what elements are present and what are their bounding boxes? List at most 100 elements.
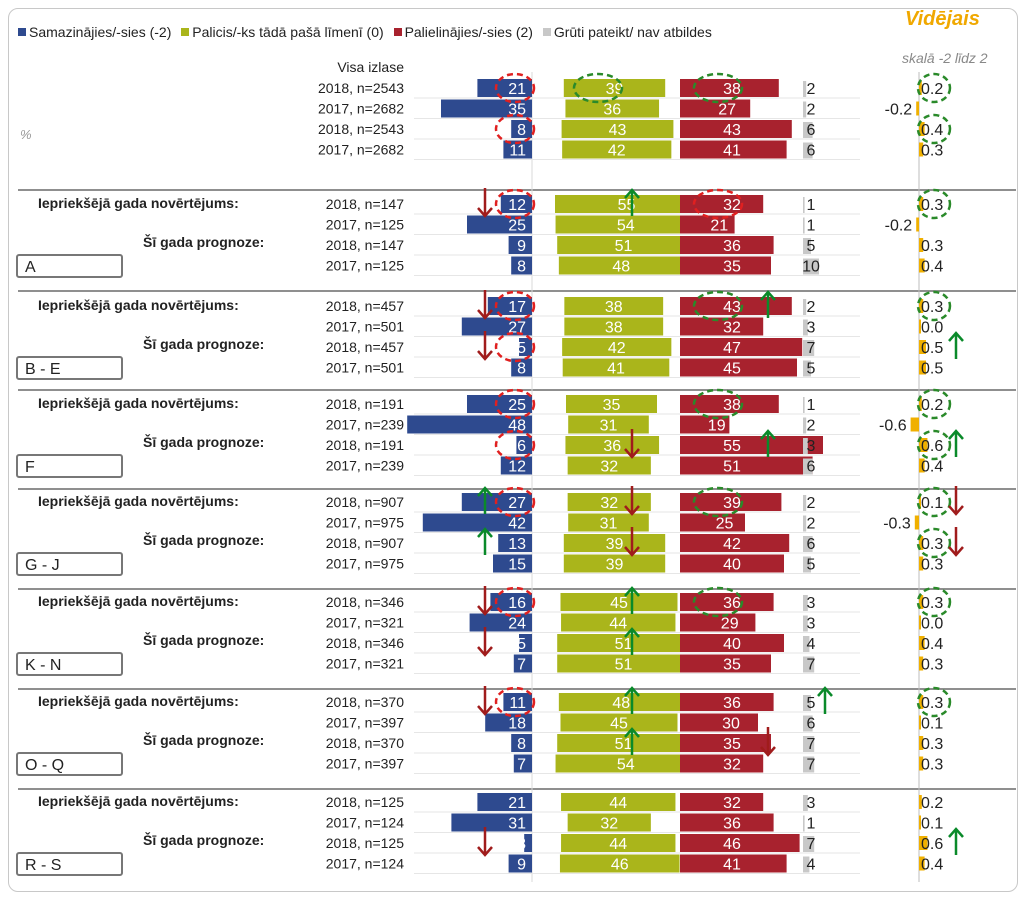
bar-same: [562, 358, 670, 377]
bar-decreased: [498, 534, 532, 552]
bar-average: [919, 438, 928, 452]
green-up-arrowhead: [817, 686, 833, 697]
value-decreased: 3: [517, 836, 526, 853]
bar-average: [919, 656, 924, 671]
value-decreased: 42: [508, 516, 526, 533]
value-increased: 36: [723, 595, 741, 612]
row-label: 2017, n=125: [326, 217, 404, 233]
red-down-arrowhead: [477, 309, 493, 320]
value-average: 0.3: [921, 299, 943, 316]
previous-year-label: Iepriekšējā gada novērtējums:: [38, 793, 239, 809]
red-dashed-circle: [494, 188, 536, 220]
value-increased: 45: [723, 361, 741, 378]
bar-increased: [680, 395, 779, 413]
section-box: G - J: [16, 552, 123, 576]
green-up-arrowhead: [477, 486, 493, 497]
value-decreased: 25: [508, 218, 526, 235]
legend-item-unknown: Grūti pateikt/ nav atbildes: [542, 24, 712, 40]
value-same: 31: [600, 516, 618, 533]
previous-year-label: Iepriekšējā gada novērtējums:: [38, 493, 239, 509]
value-increased: 36: [723, 238, 741, 255]
bar-unknown: [803, 122, 813, 138]
bar-average: [919, 458, 925, 473]
bar-average: [919, 736, 924, 750]
legend-label-decreased: Samazinājies/-sies (-2): [29, 24, 172, 40]
bar-average: [919, 258, 925, 273]
red-down-arrowhead: [477, 207, 493, 218]
bar-decreased: [511, 358, 532, 377]
bar-same: [565, 436, 660, 454]
value-decreased: 17: [508, 299, 526, 316]
value-average: 0.3: [921, 557, 943, 574]
value-average: 0.0: [921, 320, 943, 337]
green-up-arrowhead: [624, 188, 640, 199]
section-separator: [18, 290, 1016, 292]
value-average: 0.6: [921, 836, 943, 853]
row-label: 2017, n=2682: [318, 142, 404, 158]
bar-same: [567, 456, 651, 475]
red-dashed-circle: [494, 586, 536, 618]
row-label: 2018, n=346: [326, 635, 404, 651]
value-unknown: 2: [807, 299, 816, 316]
bar-increased: [680, 793, 764, 811]
value-same: 32: [600, 459, 618, 476]
bar-decreased: [407, 415, 532, 434]
bar-average: [919, 122, 925, 136]
bar-same: [560, 593, 678, 611]
bar-same: [566, 395, 657, 413]
section-box: A: [16, 254, 123, 278]
bar-decreased: [519, 338, 532, 356]
value-average: 0.4: [921, 259, 943, 276]
bar-unknown: [803, 438, 808, 454]
value-increased: 41: [723, 143, 741, 160]
value-unknown: 5: [807, 361, 816, 378]
value-decreased: 8: [517, 259, 526, 276]
bar-unknown: [803, 458, 813, 475]
bar-average: [919, 536, 924, 550]
section-box: F: [16, 454, 123, 478]
bar-same: [562, 338, 672, 356]
green-dashed-circle: [692, 72, 744, 104]
value-average: 0.6: [921, 438, 943, 455]
value-same: 43: [609, 122, 627, 139]
value-same: 36: [603, 438, 621, 455]
bar-same: [563, 534, 666, 552]
bar-unknown: [803, 556, 811, 573]
legend-swatch-increased: [393, 28, 402, 36]
green-up-arrowhead: [624, 627, 640, 638]
red-down-arrowhead: [624, 546, 640, 557]
value-unknown: 6: [807, 143, 816, 160]
red-down-arrowhead: [948, 546, 964, 557]
value-increased: 38: [723, 397, 741, 414]
green-up-arrowhead: [948, 429, 964, 440]
legend-label-same: Palicis/-ks tādā pašā līmenī (0): [192, 24, 384, 40]
value-same: 39: [606, 81, 624, 98]
previous-year-label: Iepriekšējā gada novērtējums:: [38, 593, 239, 609]
value-same: 35: [603, 397, 621, 414]
bar-increased: [680, 654, 771, 673]
value-average: 0.1: [921, 816, 943, 833]
row-label: 2017, n=124: [326, 856, 404, 872]
green-dashed-circle: [692, 290, 744, 322]
bar-same: [561, 834, 676, 852]
bar-decreased: [524, 834, 532, 852]
value-same: 46: [611, 857, 629, 874]
bar-unknown: [803, 142, 813, 159]
value-increased: 46: [723, 836, 741, 853]
value-unknown: 1: [807, 816, 816, 833]
bar-increased: [680, 613, 756, 632]
bar-decreased: [487, 297, 532, 315]
forecast-label: Šī gada prognoze:: [143, 832, 265, 848]
value-decreased: 27: [508, 495, 526, 512]
value-decreased: 9: [517, 857, 526, 874]
value-decreased: 5: [517, 636, 526, 653]
value-average: 0.3: [921, 736, 943, 753]
row-label: 2018, n=191: [326, 396, 404, 412]
bar-increased: [680, 634, 784, 652]
bar-unknown: [803, 197, 805, 213]
value-same: 45: [610, 595, 628, 612]
bar-increased: [680, 358, 797, 377]
bar-increased: [680, 415, 730, 434]
average-title: Vidējais: [905, 8, 980, 30]
value-average: -0.6: [879, 418, 907, 435]
